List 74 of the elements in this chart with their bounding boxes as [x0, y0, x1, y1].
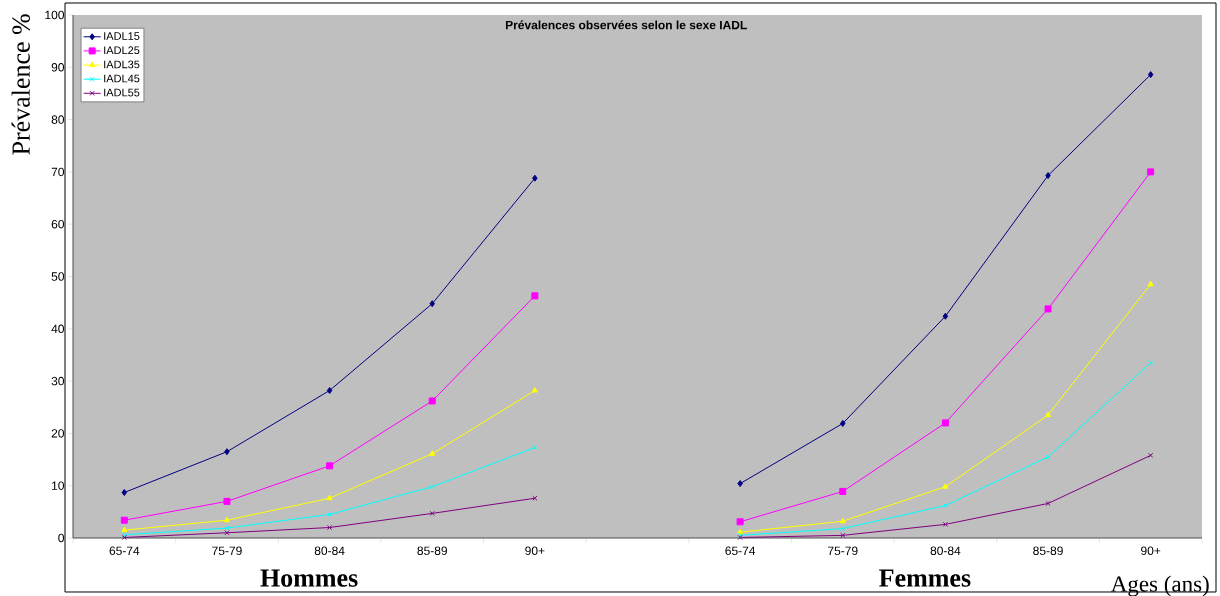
point	[326, 524, 333, 531]
point	[223, 516, 231, 523]
point	[942, 502, 949, 509]
y-tick-label: 30	[51, 376, 65, 386]
point	[532, 174, 538, 182]
x-tick-label: 65-74	[725, 546, 756, 556]
point	[532, 495, 538, 501]
x-axis-title: Ages (ans)	[1110, 575, 1209, 596]
point	[1044, 305, 1052, 313]
point	[326, 462, 334, 470]
y-tick-label: 100	[45, 10, 65, 20]
point	[737, 480, 743, 488]
point	[429, 510, 435, 517]
point	[840, 532, 846, 538]
point	[429, 300, 435, 308]
y-tick-label: 90	[51, 63, 65, 72]
legend-label: IADL25	[104, 46, 140, 55]
point	[326, 494, 333, 501]
point	[1045, 454, 1051, 460]
legend-label: IADL15	[104, 32, 140, 40]
text: Hommes	[260, 569, 358, 587]
point	[1045, 500, 1051, 507]
x-tick-label: 80-84	[930, 546, 961, 556]
x-tick-label: 85-89	[417, 546, 447, 556]
point	[942, 312, 949, 320]
y-tick-label: 0	[58, 533, 65, 543]
point	[531, 387, 538, 393]
point	[942, 483, 949, 489]
point	[839, 517, 846, 524]
point	[121, 488, 128, 496]
point	[429, 484, 435, 490]
point	[1147, 280, 1154, 287]
y-axis-title: Prévalence %	[11, 14, 30, 155]
point	[941, 419, 949, 427]
point	[531, 292, 539, 300]
point	[532, 444, 538, 451]
x-tick-label: 75-79	[828, 546, 858, 556]
y-tick-label: 80	[51, 115, 65, 124]
legend-label: IADL45	[104, 74, 140, 83]
point	[224, 525, 230, 531]
legend-label: IADL35	[104, 60, 140, 69]
point	[120, 516, 128, 524]
point	[223, 497, 231, 505]
point	[1044, 411, 1052, 418]
point	[840, 419, 846, 427]
y-tick-label: 20	[51, 429, 65, 438]
point	[839, 487, 847, 495]
x-tick-label: 80-84	[314, 546, 345, 556]
point	[942, 521, 949, 528]
y-tick-label: 40	[51, 324, 65, 334]
point	[224, 530, 230, 536]
x-tick-label: 65-74	[109, 546, 140, 556]
point	[224, 448, 230, 456]
chart-title: Prévalences observées selon le sexe IADL	[505, 20, 747, 30]
point	[1147, 71, 1154, 79]
y-tick-label: 70	[51, 167, 65, 177]
x-tick-label: 85-89	[1033, 546, 1063, 556]
x-tick-label: 90+	[525, 546, 545, 556]
point	[429, 450, 436, 456]
point	[736, 518, 744, 526]
point	[840, 525, 846, 532]
point	[1147, 168, 1155, 176]
y-tick-label: 50	[51, 272, 65, 281]
point	[1045, 172, 1051, 180]
x-tick-label: 75-79	[212, 546, 242, 556]
legend-label: IADL55	[104, 88, 140, 97]
point	[121, 526, 128, 533]
x-tick-label: 90+	[1141, 546, 1161, 556]
point	[428, 397, 436, 405]
text: Femmes	[879, 569, 971, 587]
y-tick-label: 10	[52, 481, 65, 490]
point	[326, 387, 333, 394]
y-tick-label: 60	[51, 219, 65, 229]
point	[326, 511, 333, 518]
